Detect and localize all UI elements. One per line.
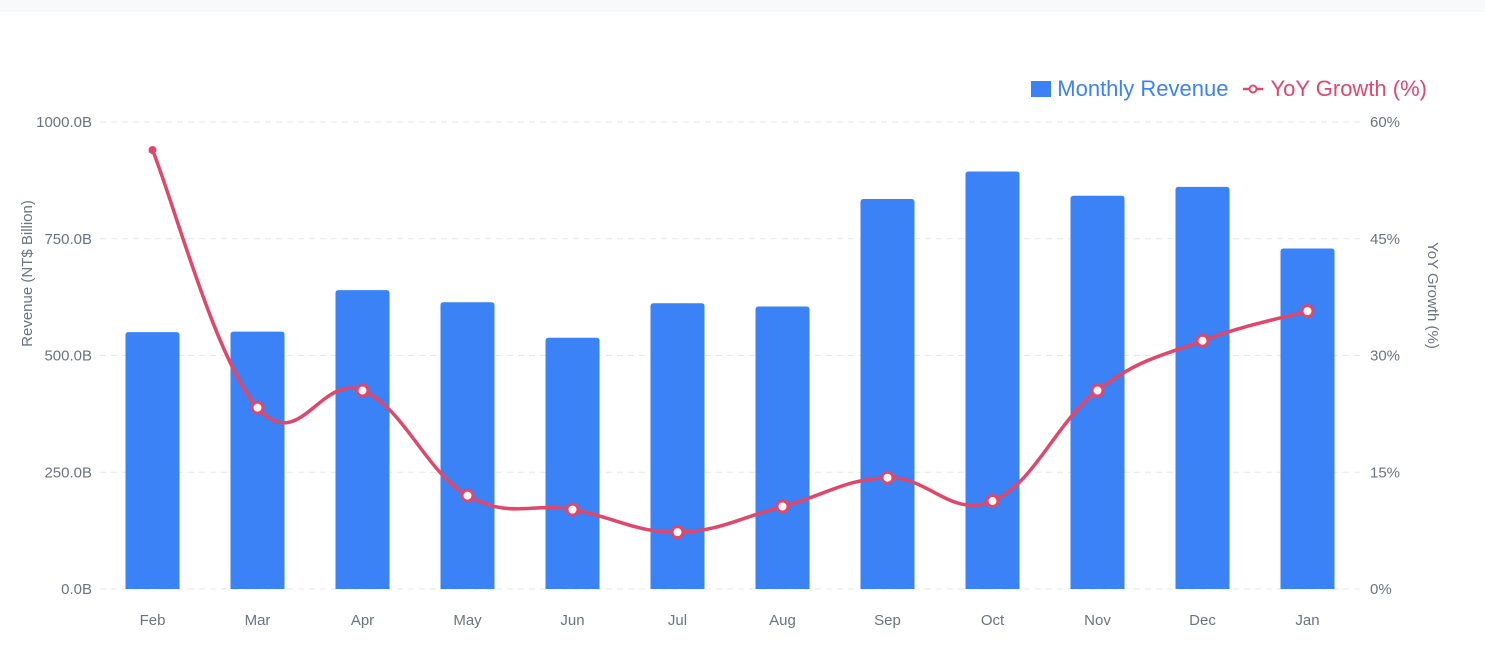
line-swatch-icon — [1243, 84, 1264, 94]
growth-point — [775, 499, 790, 514]
growth-point — [250, 400, 265, 415]
x-tick-label: May — [453, 612, 482, 629]
growth-point — [565, 502, 580, 517]
bar — [230, 331, 285, 589]
bar — [1175, 186, 1230, 589]
top-bar — [0, 0, 1485, 12]
growth-point — [670, 525, 685, 540]
x-tick-label: Jun — [560, 612, 584, 629]
x-tick-label: Mar — [245, 612, 271, 629]
y-axis-title: Revenue (NT$ Billion) — [19, 200, 36, 347]
y2-tick-label: 45% — [1370, 231, 1400, 248]
bar — [1280, 248, 1335, 589]
growth-point — [355, 383, 370, 398]
bar — [440, 302, 495, 589]
legend-growth-label: YoY Growth (%) — [1270, 76, 1427, 101]
y2-tick-label: 60% — [1370, 114, 1400, 131]
y-tick-label: 250.0B — [44, 464, 92, 481]
bar-series — [125, 171, 1335, 589]
growth-point — [148, 146, 157, 155]
y2-tick-label: 0% — [1370, 581, 1392, 598]
growth-point — [880, 470, 895, 485]
bar — [755, 306, 810, 589]
growth-point — [1300, 304, 1315, 319]
bar — [335, 290, 390, 589]
x-tick-label: Feb — [140, 612, 166, 629]
growth-point — [1195, 333, 1210, 348]
y-tick-label: 0.0B — [61, 581, 92, 598]
y-tick-label: 1000.0B — [36, 114, 92, 131]
growth-point — [985, 494, 1000, 509]
y2-tick-label: 30% — [1370, 348, 1400, 365]
bar-swatch-icon — [1031, 81, 1052, 97]
line-series — [148, 146, 1315, 540]
growth-line — [150, 149, 1308, 534]
x-tick-label: Sep — [874, 612, 901, 629]
bar — [545, 337, 600, 589]
legend-item-revenue[interactable]: Monthly Revenue — [1031, 76, 1228, 102]
y2-tick-label: 15% — [1370, 464, 1400, 481]
growth-point — [1090, 383, 1105, 398]
bar — [650, 303, 705, 589]
y-tick-label: 750.0B — [44, 231, 92, 248]
bar — [965, 171, 1020, 589]
legend-revenue-label: Monthly Revenue — [1057, 76, 1229, 101]
bar — [125, 332, 180, 589]
x-tick-label: Aug — [769, 612, 796, 629]
bar — [860, 199, 915, 589]
x-tick-label: Apr — [351, 612, 374, 629]
growth-point — [460, 488, 475, 503]
y-tick-label: 500.0B — [44, 348, 92, 365]
legend-item-growth[interactable]: YoY Growth (%) — [1242, 76, 1427, 102]
legend: Monthly Revenue YoY Growth (%) — [1031, 76, 1427, 102]
x-tick-label: Dec — [1189, 612, 1216, 629]
x-tick-label: Jul — [668, 612, 687, 629]
x-tick-label: Jan — [1295, 612, 1319, 629]
grid-lines — [100, 121, 1360, 590]
x-tick-label: Oct — [981, 612, 1005, 629]
y2-axis-title: YoY Growth (%) — [1424, 242, 1441, 349]
axes: 0.0B 0% 250.0B 15% 500.0B 30% 750.0B 45% 1000.0B… — [36, 114, 1400, 629]
x-tick-label: Nov — [1084, 612, 1111, 629]
